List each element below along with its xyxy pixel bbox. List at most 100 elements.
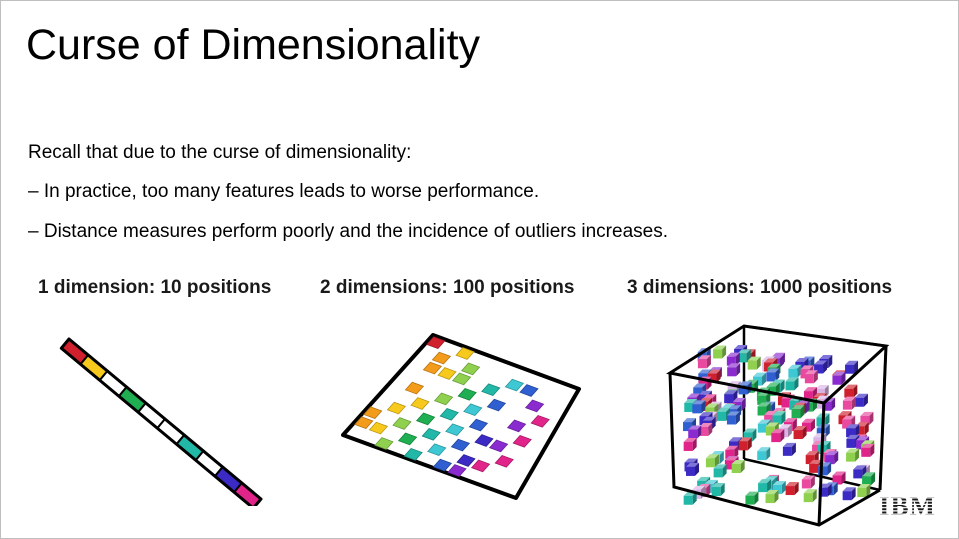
cube-block-top — [684, 458, 698, 463]
caption-3d: 3 dimensions: 1000 positions — [627, 277, 893, 298]
cube-block — [844, 388, 854, 398]
cube-block — [711, 487, 721, 497]
cube-block-top — [766, 368, 780, 373]
cube-block-top — [726, 411, 740, 416]
grid-cell — [432, 458, 453, 472]
grid-cell — [363, 406, 383, 420]
cube-block — [686, 466, 696, 476]
grid-cell — [445, 423, 465, 437]
cube-block-top — [686, 462, 700, 467]
cube-block-side — [827, 462, 832, 476]
cube-block-top — [713, 345, 727, 350]
cube-block-side — [780, 429, 785, 443]
cube-block-top — [767, 363, 781, 368]
cube-block-top — [692, 400, 706, 405]
cube-block — [815, 399, 825, 409]
cube-block-side — [701, 400, 706, 414]
cube-block — [825, 455, 835, 465]
grid-cell — [447, 464, 467, 477]
cube-block — [725, 449, 735, 459]
cube-block — [803, 493, 813, 503]
cube-block-top — [819, 355, 833, 360]
intro-line: Recall that due to the curse of dimensio… — [28, 142, 412, 163]
grid-cell — [488, 439, 509, 453]
cube-block-side — [767, 479, 772, 493]
cube-block-top — [842, 415, 856, 420]
cube-block — [713, 349, 723, 359]
ibm-logo-text: IBM — [879, 492, 936, 518]
cube-block-side — [831, 397, 836, 411]
cube-block-side — [692, 491, 697, 505]
cube-block-top — [757, 402, 771, 407]
cube-block-side — [779, 354, 784, 368]
cube-block-side — [805, 400, 810, 414]
cube-block-top — [814, 360, 828, 365]
grid-cell — [524, 399, 545, 413]
cube-block — [846, 438, 856, 448]
cube-block — [791, 409, 801, 419]
cube-block-side — [825, 424, 830, 438]
cube-block — [853, 469, 863, 479]
cube-block — [737, 353, 747, 363]
cube-block-top — [687, 393, 701, 398]
cube-block-top — [702, 416, 716, 421]
cube-block-top — [793, 426, 807, 431]
cube-block-side — [813, 370, 818, 384]
cube-block — [738, 441, 748, 451]
cube-block — [717, 411, 727, 421]
grid-cell — [512, 434, 532, 448]
cube-block-top — [713, 464, 727, 469]
grid-cell — [439, 407, 459, 421]
cube-block — [757, 423, 767, 433]
cube-block-side — [794, 482, 799, 496]
cube-block-side — [853, 384, 858, 398]
cube-block-top — [732, 397, 746, 402]
cube-block-top — [737, 349, 751, 354]
cube-block — [747, 360, 757, 370]
cube-block-side — [855, 448, 860, 462]
cube-block-side — [754, 491, 759, 505]
slide-title: Curse of Dimensionality — [26, 21, 481, 69]
cube-block-top — [860, 411, 874, 416]
cube-block-side — [851, 487, 856, 501]
cube-block-top — [857, 484, 871, 489]
cube-block-top — [725, 445, 739, 450]
cube-block-side — [854, 360, 859, 374]
cube-block-side — [692, 437, 697, 451]
grid-cell — [494, 454, 514, 468]
cube-block-side — [716, 369, 721, 383]
cube-block — [683, 422, 693, 432]
cube-block-top — [697, 476, 711, 481]
cube-block-top — [817, 441, 831, 446]
cube-block-side — [741, 397, 746, 411]
cube-block-top — [785, 377, 799, 382]
cube-block — [855, 426, 865, 436]
cube-block — [697, 359, 707, 369]
grid-cell — [433, 392, 454, 406]
cube-block-side — [794, 377, 799, 391]
cube-block-top — [698, 390, 712, 395]
cube-block-top — [846, 448, 860, 453]
cube-block-top — [832, 371, 846, 376]
cube-block-side — [722, 464, 727, 478]
cube-block-side — [823, 360, 828, 374]
cube-block — [861, 447, 871, 457]
cube-block-top — [846, 434, 860, 439]
grid-cell — [455, 347, 475, 360]
cube-block-top — [683, 418, 697, 423]
grid-cell — [456, 454, 476, 467]
grid-cell — [519, 384, 539, 397]
cube-block — [785, 381, 795, 391]
cube-block-side — [735, 411, 740, 425]
cube-block-top — [705, 403, 719, 408]
cube-block-top — [728, 437, 742, 442]
cube-block — [856, 440, 866, 450]
cube-block — [822, 401, 832, 411]
cube-block-top — [795, 357, 809, 362]
cube-block — [805, 455, 815, 465]
cube-block-side — [756, 356, 761, 370]
cube-block — [800, 369, 810, 379]
cube-block-side — [719, 451, 724, 465]
cube-block — [816, 428, 826, 438]
cube-block-top — [734, 345, 748, 350]
